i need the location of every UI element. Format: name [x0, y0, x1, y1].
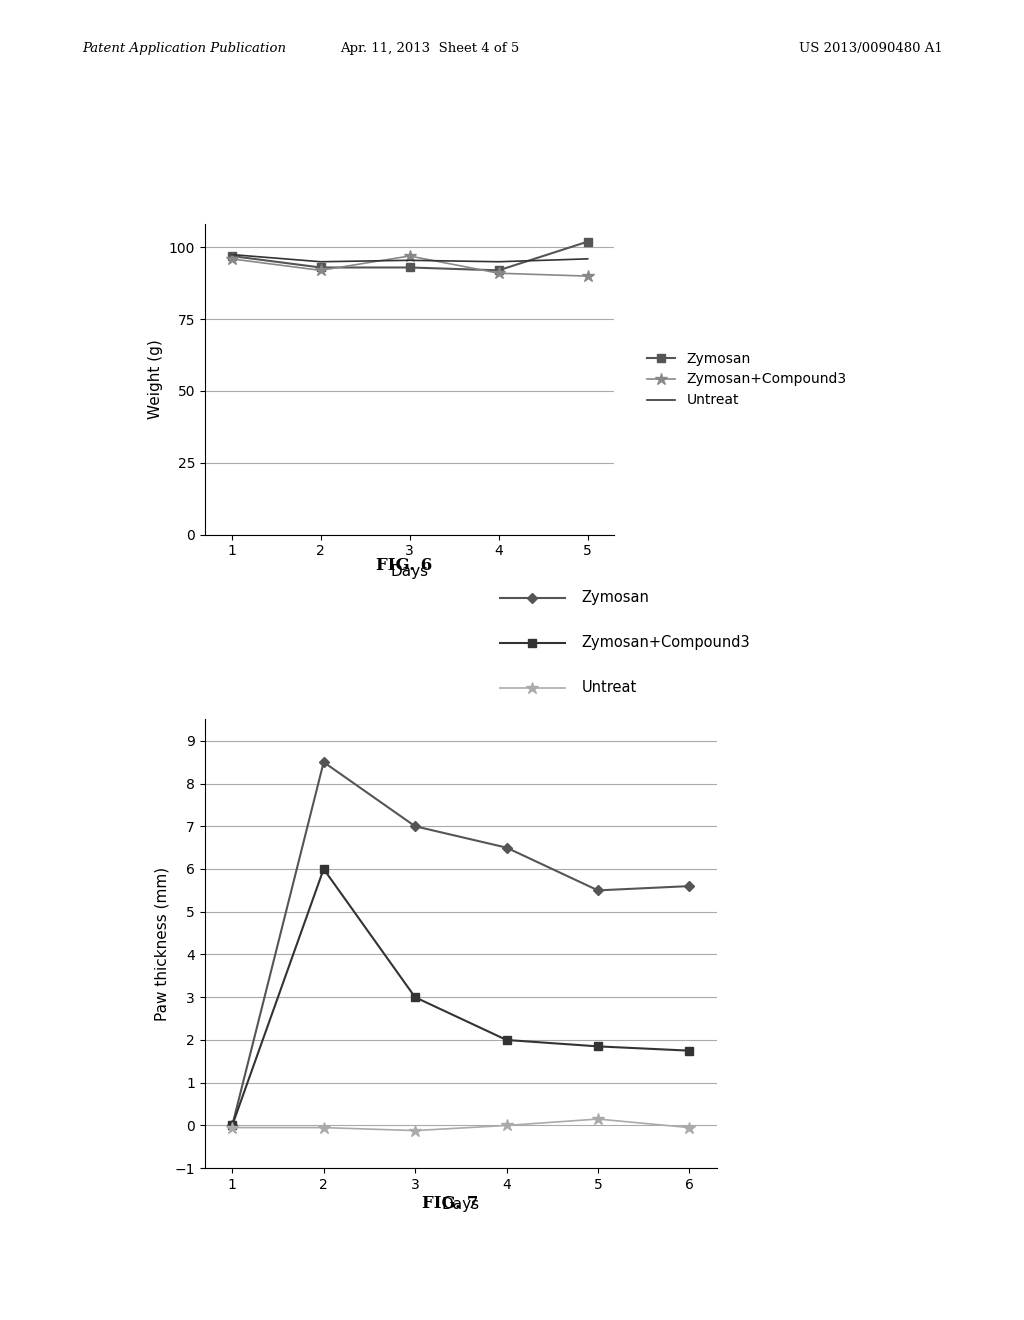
Untreat [501, 1118, 513, 1134]
Untreat [314, 253, 327, 269]
Zymosan [683, 878, 695, 894]
Line: Zymosan: Zymosan [227, 238, 592, 275]
Line: Untreat: Untreat [231, 255, 588, 261]
Zymosan+Compound3 [683, 1043, 695, 1059]
Untreat [592, 1111, 604, 1127]
Text: Zymosan+Compound3: Zymosan+Compound3 [582, 635, 751, 651]
Y-axis label: Paw thickness (mm): Paw thickness (mm) [154, 867, 169, 1020]
Zymosan+Compound3 [501, 1032, 513, 1048]
Untreat [683, 1119, 695, 1135]
Zymosan [225, 248, 238, 264]
Text: Untreat: Untreat [582, 680, 637, 696]
Zymosan+Compound3 [592, 1039, 604, 1055]
Zymosan [493, 263, 505, 279]
Untreat [317, 1119, 330, 1135]
Zymosan [582, 234, 594, 249]
X-axis label: Days: Days [390, 564, 429, 579]
Text: Zymosan: Zymosan [582, 590, 649, 606]
Zymosan [317, 754, 330, 770]
Untreat [409, 1123, 421, 1139]
Zymosan [592, 883, 604, 899]
Untreat [403, 252, 416, 268]
Untreat [493, 253, 505, 269]
Untreat [225, 247, 238, 263]
Zymosan+Compound3 [317, 861, 330, 876]
Zymosan+Compound3 [225, 251, 238, 267]
Untreat [226, 1119, 239, 1135]
Legend: Zymosan, Zymosan+Compound3, Untreat: Zymosan, Zymosan+Compound3, Untreat [642, 346, 852, 413]
Zymosan+Compound3 [582, 268, 594, 284]
Text: Patent Application Publication: Patent Application Publication [82, 42, 286, 55]
Line: Zymosan+Compound3: Zymosan+Compound3 [228, 865, 693, 1130]
Line: Untreat: Untreat [226, 1113, 695, 1137]
Y-axis label: Weight (g): Weight (g) [148, 339, 163, 420]
Line: Zymosan+Compound3: Zymosan+Compound3 [225, 249, 594, 282]
Zymosan [409, 818, 421, 834]
Zymosan+Compound3 [409, 989, 421, 1005]
Text: FIG. 7: FIG. 7 [422, 1195, 479, 1212]
Zymosan+Compound3 [493, 265, 505, 281]
Zymosan [226, 1118, 239, 1134]
Zymosan [314, 260, 327, 276]
Untreat [582, 251, 594, 267]
Zymosan+Compound3 [314, 263, 327, 279]
Zymosan+Compound3 [226, 1118, 239, 1134]
Text: US 2013/0090480 A1: US 2013/0090480 A1 [799, 42, 942, 55]
Line: Zymosan: Zymosan [228, 759, 693, 1129]
Text: Apr. 11, 2013  Sheet 4 of 5: Apr. 11, 2013 Sheet 4 of 5 [340, 42, 520, 55]
Zymosan+Compound3 [403, 248, 416, 264]
Zymosan [501, 840, 513, 855]
Zymosan [403, 260, 416, 276]
Text: FIG. 6: FIG. 6 [377, 557, 432, 574]
X-axis label: Days: Days [441, 1197, 480, 1213]
